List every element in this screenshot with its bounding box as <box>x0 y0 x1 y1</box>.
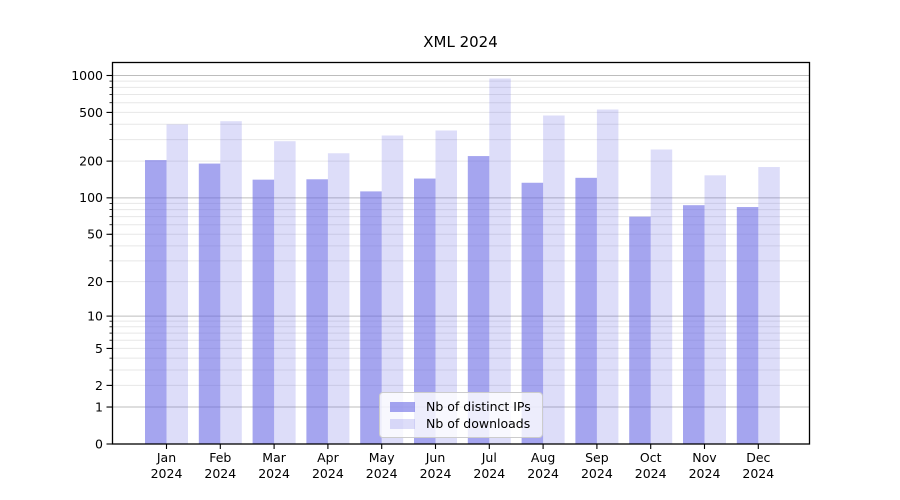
svg-text:Aug: Aug <box>531 450 555 465</box>
bar <box>489 78 511 444</box>
svg-text:2024: 2024 <box>635 466 667 481</box>
svg-text:2024: 2024 <box>689 466 721 481</box>
svg-text:Feb: Feb <box>209 450 231 465</box>
legend: Nb of distinct IPs Nb of downloads <box>379 392 543 438</box>
bar <box>198 163 221 444</box>
bar <box>381 135 404 444</box>
svg-text:2024: 2024 <box>581 466 613 481</box>
bar <box>629 216 651 444</box>
bar <box>220 121 242 444</box>
svg-text:2024: 2024 <box>258 466 290 481</box>
bars-series-0 <box>145 156 759 445</box>
bar <box>683 205 705 444</box>
svg-text:2024: 2024 <box>151 466 183 481</box>
svg-text:100: 100 <box>79 190 103 205</box>
bar <box>543 115 565 445</box>
svg-text:Sep: Sep <box>585 450 609 465</box>
svg-text:Nov: Nov <box>692 450 717 465</box>
svg-text:500: 500 <box>79 105 103 120</box>
svg-text:Jul: Jul <box>481 450 497 465</box>
bar <box>704 175 726 444</box>
downloads-swatch-icon <box>390 418 415 429</box>
bar <box>435 130 457 444</box>
svg-text:2024: 2024 <box>366 466 398 481</box>
svg-text:50: 50 <box>87 227 103 242</box>
bar <box>467 156 490 444</box>
bar <box>166 124 188 444</box>
distinct-ips-swatch-icon <box>390 401 415 412</box>
legend-label: Nb of distinct IPs <box>426 399 531 414</box>
bar <box>327 153 350 445</box>
bar <box>306 179 328 444</box>
bar <box>758 167 780 444</box>
svg-text:Jun: Jun <box>425 450 446 465</box>
bar <box>575 177 597 444</box>
svg-text:2024: 2024 <box>312 466 344 481</box>
svg-text:2024: 2024 <box>420 466 452 481</box>
bar <box>360 191 382 444</box>
bar <box>414 178 436 445</box>
svg-text:10: 10 <box>87 308 103 323</box>
bar <box>650 149 673 444</box>
svg-text:2024: 2024 <box>527 466 559 481</box>
bar <box>145 160 167 445</box>
svg-text:Dec: Dec <box>746 450 770 465</box>
legend-item-downloads: Nb of downloads <box>388 415 534 432</box>
chart-title: XML 2024 <box>423 33 498 51</box>
svg-text:5: 5 <box>95 341 103 356</box>
bar <box>274 141 296 444</box>
plot-frame <box>111 61 811 445</box>
svg-text:2: 2 <box>95 378 103 393</box>
svg-text:2024: 2024 <box>742 466 774 481</box>
bar <box>252 179 275 444</box>
x-axis: Jan2024Feb2024Mar2024Apr2024May2024Jun20… <box>151 444 774 481</box>
bar <box>596 109 619 444</box>
svg-text:May: May <box>369 450 395 465</box>
svg-text:Mar: Mar <box>262 450 286 465</box>
svg-text:Jan: Jan <box>156 450 176 465</box>
svg-text:20: 20 <box>87 274 103 289</box>
svg-text:0: 0 <box>95 436 103 451</box>
svg-text:200: 200 <box>79 154 103 169</box>
svg-text:2024: 2024 <box>204 466 236 481</box>
legend-item-distinct-ips: Nb of distinct IPs <box>388 398 534 415</box>
legend-label: Nb of downloads <box>426 416 531 431</box>
svg-text:2024: 2024 <box>473 466 505 481</box>
svg-text:1: 1 <box>95 399 103 414</box>
y-axis: 0 1 2 5 10 20 50 100 200 500 1000 <box>71 68 113 451</box>
bar <box>736 207 759 444</box>
svg-text:Oct: Oct <box>640 450 662 465</box>
svg-text:1000: 1000 <box>71 68 103 83</box>
bar <box>521 182 544 444</box>
bars-series-1 <box>166 78 780 445</box>
svg-text:Apr: Apr <box>317 450 339 465</box>
